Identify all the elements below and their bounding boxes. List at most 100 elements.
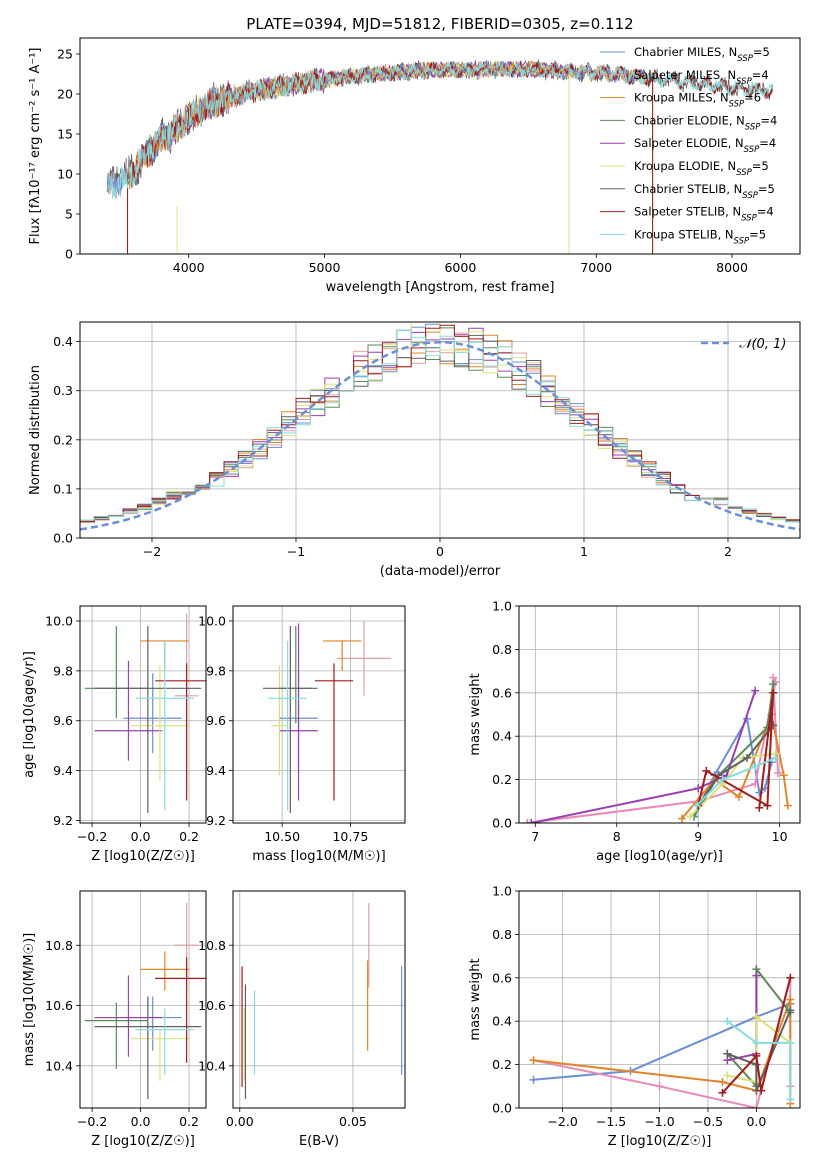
y-tick-label: 9.6 — [206, 713, 226, 728]
x-tick-label: 2 — [724, 544, 732, 559]
weight-marker — [786, 1095, 795, 1104]
axes-spectrum: 4000 5000 6000 7000 8000 0 5 10 15 20 25 wavelength… — [28, 47, 748, 296]
y-tick-label: 9.6 — [53, 713, 73, 728]
legend-label: Chabrier MILES, NSSP=5 — [634, 45, 770, 64]
weight-marker — [723, 1049, 732, 1058]
weight-line — [533, 999, 792, 1104]
legend-label-main: Kroupa ELODIE, N — [634, 159, 736, 173]
y-tick-label: 0.2 — [492, 772, 512, 787]
lines-weight_vs_Z — [529, 965, 795, 1108]
weight-marker — [723, 1071, 732, 1080]
legend-label-end: =4 — [760, 113, 777, 127]
y-tick-label: 10.8 — [45, 938, 73, 953]
y-tick-label: 10.0 — [198, 613, 226, 628]
legend-label-sub: SSP — [742, 191, 758, 201]
y-tick-label: 10.4 — [45, 1058, 73, 1073]
weight-marker — [755, 803, 764, 812]
y-tick-label: 9.4 — [53, 763, 73, 778]
weight-marker — [734, 792, 743, 801]
x-tick-label: 0.0 — [131, 1114, 151, 1129]
residuals-legend: 𝒩(0, 1) — [701, 337, 786, 352]
weight-marker — [751, 779, 760, 788]
weight-marker — [752, 1012, 761, 1021]
x-tick-label: 0.0 — [746, 1114, 766, 1129]
x-tick-label: 0.2 — [179, 829, 199, 844]
x-tick-label: 10.75 — [332, 829, 368, 844]
errorbars-age_vs_mass — [263, 620, 392, 814]
weight-marker — [655, 1082, 664, 1091]
x-tick-label: 0.0 — [131, 829, 151, 844]
y-tick-label: 20 — [57, 87, 73, 102]
y-axis-label: mass weight — [468, 958, 483, 1040]
errorbar-point — [263, 625, 318, 814]
y-axis-label: Flux [fλ10⁻¹⁷ erg cm⁻² s⁻¹ A⁻¹] — [28, 48, 43, 245]
errorbar-point — [323, 640, 362, 671]
weight-marker — [763, 801, 772, 810]
x-tick-label: 7 — [531, 829, 539, 844]
y-tick-label: 0.2 — [492, 1057, 512, 1072]
legend-label: Kroupa MILES, NSSP=6 — [634, 91, 761, 110]
weight-marker — [529, 1075, 538, 1084]
y-tick-label: 0.0 — [492, 1101, 512, 1116]
x-tick-label: 6000 — [444, 260, 476, 275]
y-tick-label: 0.4 — [53, 334, 73, 349]
weight-marker — [752, 971, 761, 980]
weight-marker — [718, 775, 727, 784]
axes-mass_vs_Z: −0.2 0.0 0.2 10.4 10.6 10.8 Z [log10(Z/Z☉)] mas… — [22, 891, 206, 1149]
legend-label-sub: SSP — [737, 54, 753, 64]
y-tick-label: 10.8 — [198, 938, 226, 953]
legend-label-main: Chabrier MILES, N — [634, 45, 737, 59]
y-axis-label: Normed distribution — [28, 365, 43, 495]
weight-marker — [686, 812, 695, 821]
errorbar-point — [84, 1002, 148, 1069]
y-tick-label: 0.4 — [492, 729, 512, 744]
x-tick-label: 0.00 — [226, 1114, 254, 1129]
x-axis-label: Z [log10(Z/Z☉)] — [91, 849, 195, 864]
y-tick-label: 0 — [65, 247, 73, 262]
y-tick-label: 0.8 — [492, 642, 512, 657]
axes-weight_vs_Z: −2.0 −1.5 −1.0 −0.5 0.0 0.0 0.2 0.4 0.6 0.8 1.0 Z [… — [468, 884, 800, 1149]
y-tick-label: 15 — [57, 127, 73, 142]
legend-label: 𝒩(0, 1) — [739, 337, 786, 352]
y-tick-label: 0.6 — [492, 685, 512, 700]
weight-marker — [786, 1006, 795, 1015]
legend-label-main: Kroupa MILES, N — [634, 91, 729, 105]
y-tick-label: 10.6 — [45, 998, 73, 1013]
y-tick-label: 25 — [57, 47, 73, 62]
x-tick-label: −1.5 — [596, 1114, 626, 1129]
y-tick-label: 1.0 — [492, 599, 512, 614]
legend-label: Kroupa ELODIE, NSSP=5 — [634, 159, 769, 178]
weight-marker — [774, 769, 783, 778]
weight-line — [530, 690, 757, 823]
legend-label-sub: SSP — [744, 145, 760, 155]
spectrum-kroupa-stelib — [106, 60, 774, 199]
histograms — [80, 322, 800, 531]
y-tick-label: 0.0 — [53, 531, 73, 546]
errorbar-point — [279, 623, 318, 801]
x-tick-label: 0.2 — [179, 1114, 199, 1129]
y-tick-label: 10.6 — [198, 998, 226, 1013]
axes-mass_vs_EBV: 0.00 0.05 10.4 10.6 10.8 E(B-V) — [198, 891, 405, 1149]
x-tick-label: 10.50 — [264, 829, 300, 844]
y-tick-label: 0.2 — [53, 432, 73, 447]
legend-label: Chabrier ELODIE, NSSP=4 — [634, 113, 777, 132]
axes-frame — [79, 890, 207, 1109]
errorbar-point — [140, 951, 190, 991]
y-axis-label: age [log10(age/yr)] — [22, 651, 37, 778]
weight-line — [727, 1014, 791, 1084]
errorbar-point — [94, 996, 202, 1099]
errorbar-point — [155, 663, 206, 801]
axes-age_vs_mass: 10.50 10.75 9.2 9.4 9.6 9.8 10.0 mass [log10(M/… — [198, 606, 405, 864]
y-axis-label: mass weight — [468, 673, 483, 755]
weight-marker — [752, 1104, 761, 1108]
y-tick-label: 9.4 — [206, 763, 226, 778]
weight-marker — [786, 973, 795, 982]
legend-label-main: Chabrier STELIB, N — [634, 182, 742, 196]
weight-line — [726, 1010, 792, 1091]
normal-curve — [80, 340, 800, 531]
axes-residuals: −2 −1 0 1 2 0.0 0.1 0.2 0.3 0.4 (data-model)/error… — [28, 322, 800, 579]
legend-label-sub: SSP — [741, 214, 757, 224]
weight-marker — [752, 1051, 761, 1060]
weight-marker — [771, 753, 780, 762]
